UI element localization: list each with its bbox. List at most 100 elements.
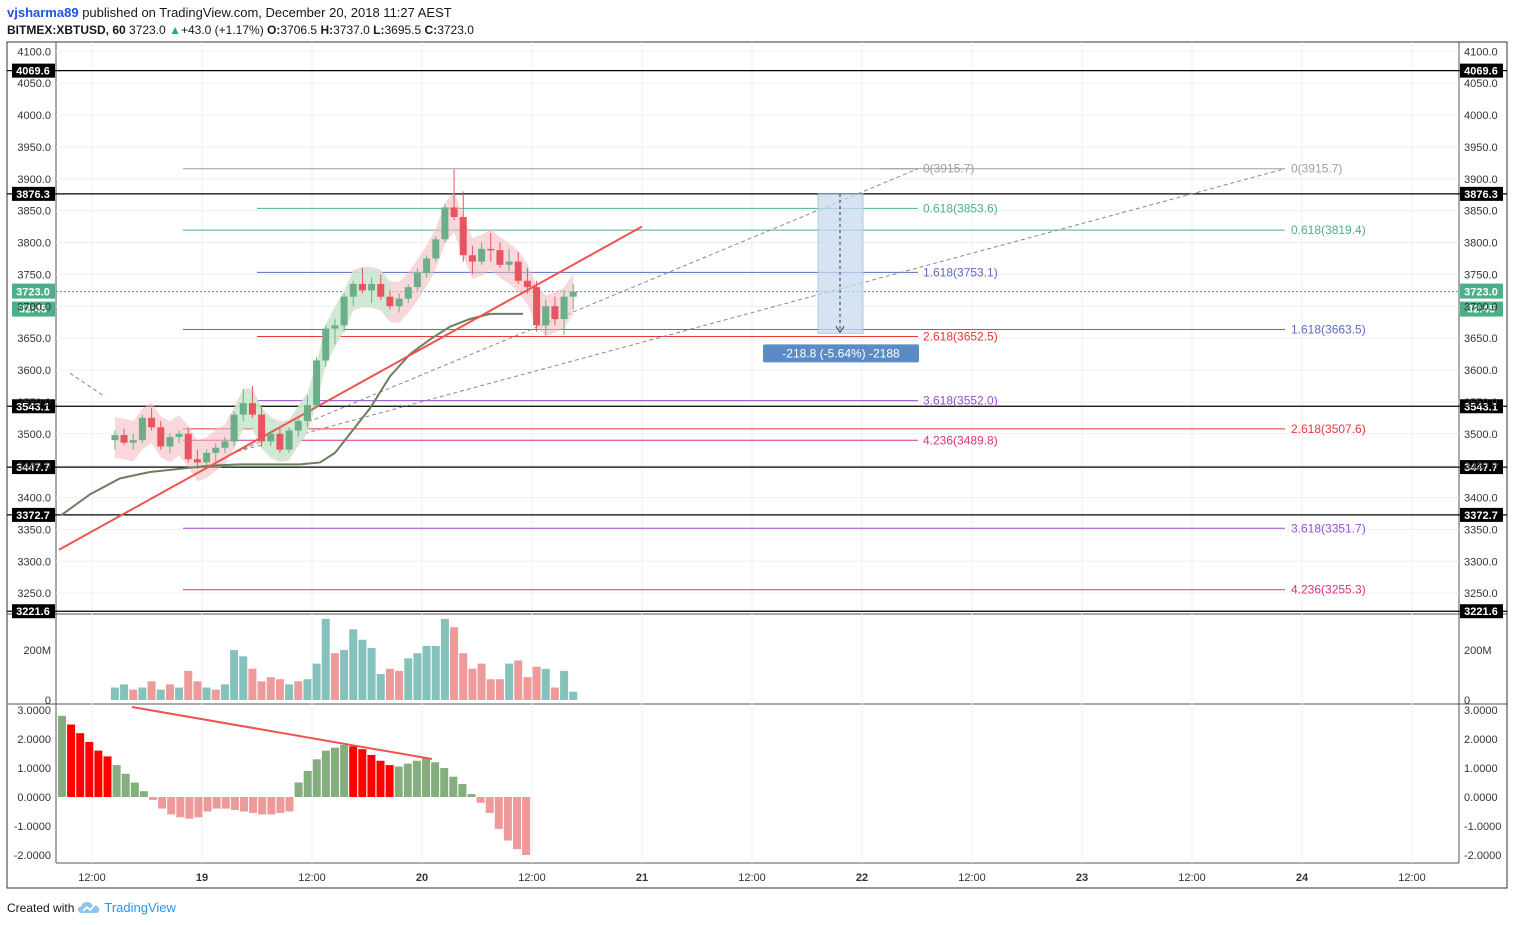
oscillator-bar (494, 797, 503, 829)
candle-body (267, 433, 275, 442)
symbol-legend: BITMEX:XBTUSD, 60 3723.0 ▲+43.0 (+1.17%)… (7, 23, 474, 37)
price-tick-label-right: 3950.0 (1464, 142, 1498, 154)
candle-body (413, 273, 421, 288)
tradingview-brand[interactable]: TradingView (104, 900, 176, 915)
price-tick-label-right: 3300.0 (1464, 556, 1498, 568)
oscillator-divergence-line (131, 706, 433, 760)
oscillator-bar (394, 766, 403, 797)
osc-tick-left: -2.0000 (14, 850, 51, 862)
oscillator-bar (467, 794, 476, 797)
oscillator-bar (321, 750, 330, 797)
price-tick-label-right: 3500.0 (1464, 429, 1498, 441)
countdown-badge-right (1460, 301, 1503, 317)
volume-bar (440, 618, 449, 700)
price-tick-label-right: 3350.0 (1464, 524, 1498, 536)
oscillator-bar (385, 765, 394, 797)
volume-bar (312, 663, 321, 700)
oscillator-bar (449, 776, 458, 797)
price-range-label-bg (763, 344, 919, 363)
candle-body (303, 405, 311, 421)
candle-body (478, 248, 486, 262)
chart-canvas[interactable]: 4069.6 4069.6 3876.3 3876.3 3543.1 3543.1 3447… (0, 0, 1515, 900)
countdown-label-left: 32:45 (19, 304, 47, 316)
candle-body (157, 427, 165, 447)
oscillator-bar (340, 744, 349, 797)
candle-body (294, 421, 302, 431)
volume-tick-right: 200M (1464, 645, 1492, 657)
candle-body (111, 435, 119, 441)
fib-b-level-label: 0.618(3819.4) (1291, 223, 1366, 237)
level-label-bg-right (1460, 507, 1503, 522)
volume-bar (184, 670, 193, 700)
volume-bar (266, 677, 275, 700)
fib-b-guide-line (236, 168, 1286, 453)
price-tick-label-right: 3900.0 (1464, 174, 1498, 186)
price-tick-label-right: 3800.0 (1464, 238, 1498, 250)
candle-body (459, 217, 467, 256)
price-tick-label-right: 4000.0 (1464, 110, 1498, 122)
current-price-label-left: 3723.0 (16, 287, 50, 299)
price-tick-label-right: 3850.0 (1464, 206, 1498, 218)
candle-body (441, 207, 449, 240)
author-link[interactable]: vjsharma89 (7, 5, 79, 20)
fib-b-level-label: 2.618(3507.6) (1291, 422, 1366, 436)
time-tick-label: 12:00 (78, 872, 106, 884)
time-tick-label: 12:00 (298, 872, 326, 884)
countdown-label-right: 32:45 (1467, 304, 1495, 316)
oscillator-bar (121, 773, 130, 797)
symbol-name[interactable]: BITMEX:XBTUSD, 60 (7, 23, 126, 37)
oscillator-bar (485, 797, 494, 813)
volume-bar (202, 687, 211, 700)
volume-zero-left: 0 (45, 695, 51, 707)
volume-zero-right: 0 (1464, 695, 1470, 707)
candle-body (377, 283, 385, 297)
candle-body (533, 287, 541, 326)
candle-body (450, 207, 458, 217)
price-tick-label-left: 3800.0 (17, 238, 51, 250)
price-tick-label-right: 3750.0 (1464, 269, 1498, 281)
fib-b-level-label: 0(3915.7) (1291, 162, 1342, 176)
oscillator-bar (212, 797, 221, 809)
volume-bar (175, 687, 184, 700)
volume-bar (477, 663, 486, 700)
last-price: 3723.0 (129, 23, 166, 37)
candle-body (340, 296, 348, 326)
volume-bar (550, 687, 559, 700)
osc-tick-right: 0.0000 (1464, 792, 1498, 804)
volume-bar (156, 689, 165, 700)
fib-b-level-label: 1.618(3663.5) (1291, 323, 1366, 337)
volume-bar (376, 674, 385, 700)
price-tick-label-right: 3700.0 (1464, 301, 1498, 313)
volume-bar (220, 684, 229, 700)
price-tick-label-left: 3750.0 (17, 269, 51, 281)
price-tick-label-left: 3300.0 (17, 556, 51, 568)
oscillator-bar (458, 783, 467, 797)
current-price-label-right: 3723.0 (1464, 287, 1498, 299)
volume-bar (239, 656, 248, 700)
candle-body (276, 433, 284, 450)
volume-bar (459, 653, 468, 700)
level-label-bg-right (1460, 460, 1503, 475)
candle-body (569, 291, 577, 297)
level-label-right: 3543.1 (1464, 401, 1498, 413)
fib-b-level-label: 4.236(3255.3) (1291, 583, 1366, 597)
osc-tick-right: 3.0000 (1464, 705, 1498, 717)
fib-origin-guide-line (69, 372, 106, 398)
price-tick-label-left: 3850.0 (17, 206, 51, 218)
candle-body (496, 250, 504, 265)
price-tick-label-left: 4000.0 (17, 110, 51, 122)
volume-bar (505, 663, 514, 700)
candle-body (514, 261, 522, 281)
close-value: 3723.0 (437, 23, 474, 37)
price-change: +43.0 (+1.17%) (180, 23, 264, 37)
oscillator-bar (203, 797, 212, 812)
oscillator-bar (58, 715, 66, 797)
fib-a-guide-line (236, 168, 919, 453)
close-label: C: (424, 23, 438, 37)
open-value: 3706.5 (280, 23, 318, 37)
candle-body (184, 433, 192, 460)
candle-body (212, 447, 220, 453)
level-label-bg-left (12, 63, 55, 78)
osc-tick-right: 1.0000 (1464, 763, 1498, 775)
price-range-arrowhead (835, 326, 845, 334)
